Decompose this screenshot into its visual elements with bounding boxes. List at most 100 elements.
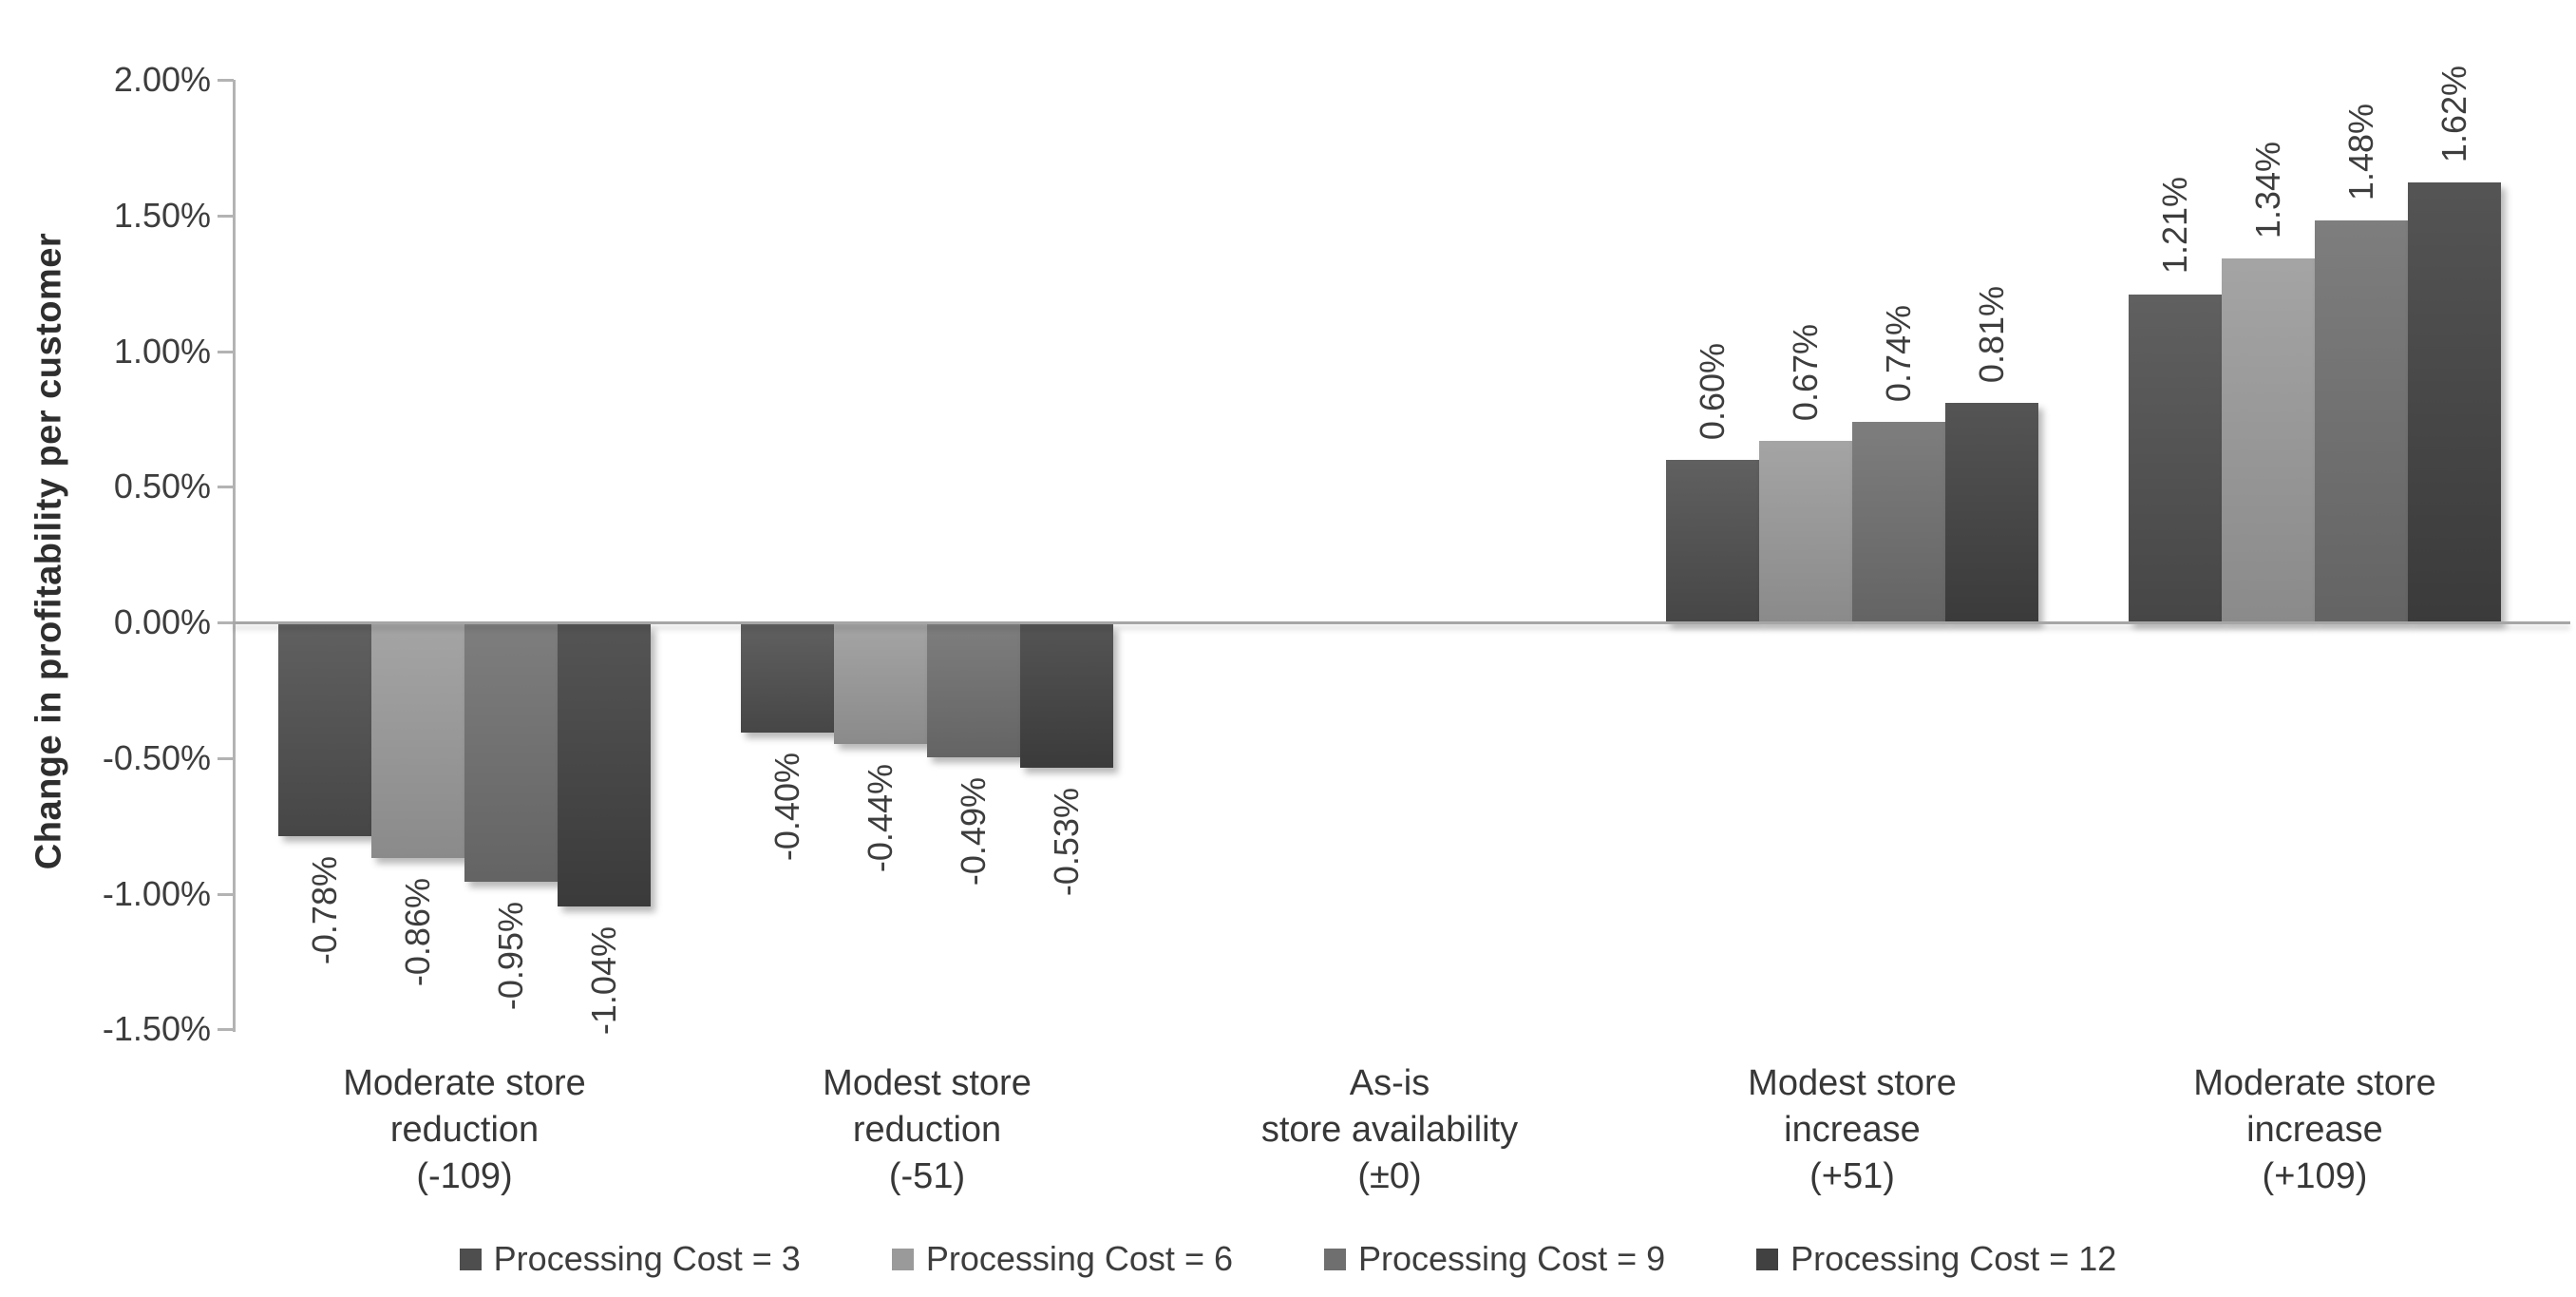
bar-value-label-anchor: 1.62%: [2408, 66, 2501, 162]
legend-label: Processing Cost = 12: [1790, 1239, 2117, 1278]
category-label-line: (+109): [2262, 1156, 2368, 1196]
y-tick-label: 1.50%: [113, 195, 211, 235]
category-label-line: reduction: [389, 1110, 540, 1150]
category-label-line: Modest store: [1748, 1063, 1957, 1103]
bar: [2222, 258, 2315, 622]
y-tick-label: 0.50%: [113, 467, 211, 506]
bar-value-label: 1.34%: [2248, 142, 2287, 239]
bar-value-label: -0.95%: [491, 902, 530, 1011]
y-tick-label: 2.00%: [113, 60, 211, 99]
category-label-line: store availability: [1260, 1110, 1519, 1150]
category-label-line: As-is: [1349, 1063, 1430, 1103]
bar: [1020, 624, 1113, 769]
category-label-line: Modest store: [823, 1063, 1032, 1103]
bar-value-label-anchor: -1.04%: [558, 926, 651, 1035]
bar: [558, 624, 651, 906]
bar-value-label: 0.81%: [1972, 285, 2011, 383]
bar-value-label-anchor: 1.34%: [2222, 142, 2315, 238]
bar-value-label: -0.44%: [861, 763, 900, 872]
bar-value-label-anchor: 1.21%: [2129, 177, 2222, 274]
bar: [464, 624, 558, 883]
bar-value-label: 1.48%: [2341, 104, 2380, 201]
zero-baseline: [233, 621, 2570, 624]
category-label-line: increase: [1784, 1110, 1921, 1150]
category-label-line: Moderate store: [2193, 1063, 2436, 1103]
bar: [2315, 220, 2408, 622]
bar-value-label-anchor: -0.49%: [927, 777, 1020, 886]
bar-value-label-anchor: -0.40%: [741, 753, 834, 861]
category-label-line: (±0): [1357, 1156, 1422, 1196]
y-axis-line: [233, 80, 236, 1032]
y-tick-mark: [218, 1028, 234, 1032]
bar-value-label-anchor: -0.44%: [834, 764, 927, 872]
category-label: Moderate store reduction (-109): [246, 1060, 683, 1200]
category-label-line: (-51): [888, 1156, 966, 1196]
category-label-line: (-109): [416, 1156, 513, 1196]
category-label-line: increase: [2246, 1110, 2383, 1150]
legend-label: Processing Cost = 9: [1357, 1239, 1666, 1278]
bar: [278, 624, 371, 836]
bar: [834, 624, 927, 744]
y-tick-label: 0.00%: [113, 602, 211, 641]
bar: [1945, 402, 2038, 622]
bar-value-label-anchor: -0.53%: [1020, 788, 1113, 896]
y-tick-label: -1.50%: [102, 1009, 211, 1049]
bar-value-label-anchor: 0.60%: [1666, 343, 1759, 440]
bar: [1666, 459, 1759, 622]
bar-value-label: 1.62%: [2434, 66, 2473, 163]
y-tick-mark: [218, 214, 234, 218]
bar-value-label-anchor: 0.74%: [1852, 305, 1945, 402]
bar-value-label: -0.86%: [398, 877, 437, 986]
bar: [1759, 440, 1852, 622]
y-tick-label: -1.00%: [102, 873, 211, 913]
bar-value-label: 1.21%: [2155, 177, 2194, 275]
category-label: Modest store increase (+51): [1634, 1060, 2071, 1200]
y-tick-mark: [218, 350, 234, 353]
y-tick-label: 1.00%: [113, 331, 211, 371]
legend-item: Processing Cost = 6: [891, 1239, 1233, 1279]
bar-value-label: 0.74%: [1879, 304, 1918, 402]
legend-item: Processing Cost = 3: [459, 1239, 801, 1279]
legend-item: Processing Cost = 9: [1323, 1239, 1666, 1279]
y-tick-mark: [218, 756, 234, 760]
bar-value-label: 0.67%: [1786, 323, 1825, 421]
bar-value-label-anchor: -0.95%: [464, 902, 558, 1010]
legend: Processing Cost = 3 Processing Cost = 6 Pr…: [0, 1239, 2576, 1279]
y-tick-mark: [218, 892, 234, 896]
bar-value-label: 0.60%: [1693, 342, 1732, 440]
y-tick-label: -0.50%: [102, 737, 211, 777]
category-label: Modest store reduction (-51): [709, 1060, 1146, 1200]
bar-value-label-anchor: 1.48%: [2315, 104, 2408, 200]
bar-value-label: -1.04%: [584, 925, 623, 1035]
bar: [2129, 294, 2222, 622]
legend-swatch: [1323, 1248, 1346, 1270]
bar-value-label-anchor: -0.78%: [278, 856, 371, 964]
legend-label: Processing Cost = 6: [925, 1239, 1233, 1278]
bar: [1852, 421, 1945, 622]
bar-value-label: -0.78%: [305, 855, 344, 964]
legend-swatch: [891, 1248, 914, 1270]
legend-swatch: [1756, 1248, 1779, 1270]
legend-label: Processing Cost = 3: [493, 1239, 801, 1278]
legend-swatch: [459, 1248, 482, 1270]
bar: [927, 624, 1020, 757]
bar-value-label: -0.53%: [1047, 788, 1086, 897]
category-label-line: reduction: [852, 1110, 1002, 1150]
legend-item: Processing Cost = 12: [1756, 1239, 2116, 1279]
bar-value-label-anchor: 0.81%: [1945, 286, 2038, 383]
category-label: Moderate store increase (+109): [2096, 1060, 2533, 1200]
bar: [741, 624, 834, 734]
bar-value-label-anchor: 0.67%: [1759, 324, 1852, 421]
y-tick-mark: [218, 486, 234, 489]
bar-value-label: -0.40%: [767, 753, 806, 862]
bar-value-label-anchor: -0.86%: [371, 878, 464, 986]
y-tick-mark: [218, 621, 234, 624]
category-label: As-is store availability (±0): [1171, 1060, 1608, 1200]
y-tick-mark: [218, 79, 234, 82]
bar-value-label: -0.49%: [954, 776, 993, 886]
bar: [2408, 182, 2501, 622]
bar: [371, 624, 464, 858]
category-label-line: (+51): [1809, 1156, 1895, 1196]
